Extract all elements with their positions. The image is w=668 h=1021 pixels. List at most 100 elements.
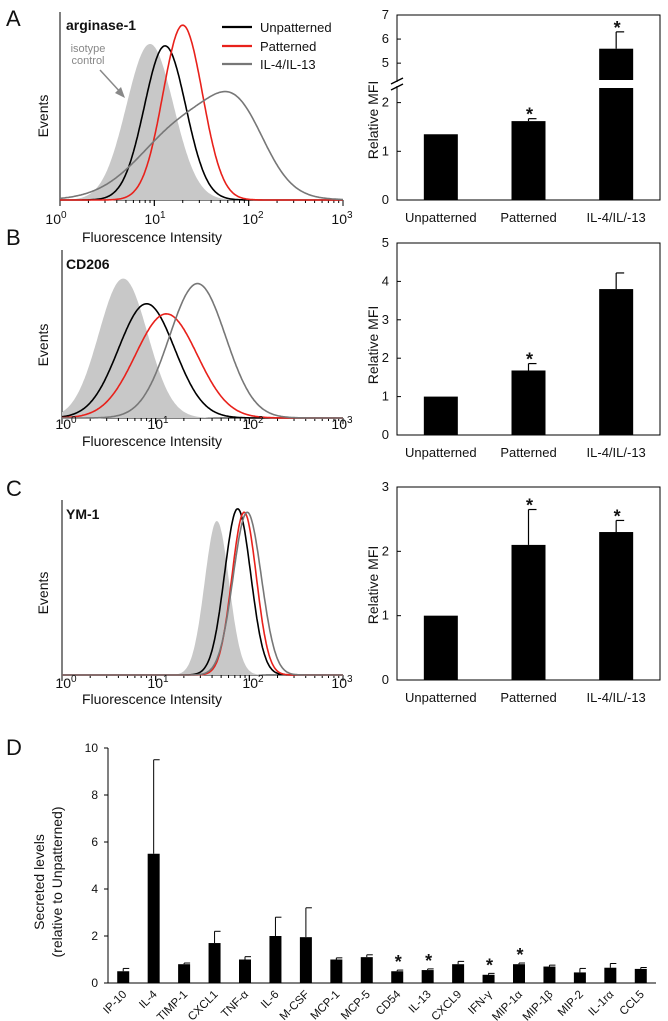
bar-ifn- bbox=[482, 974, 495, 983]
hist-xtick-a-1: 101 bbox=[144, 210, 166, 227]
bar-category-label: Unpatterned bbox=[405, 210, 477, 225]
hist-ylabel-b: Events bbox=[35, 324, 51, 367]
svg-text:100: 100 bbox=[55, 415, 77, 432]
bar-ytick-label: 3 bbox=[382, 479, 389, 494]
histogram-il-4-il-13 bbox=[59, 90, 343, 201]
bar-il-6 bbox=[269, 936, 282, 983]
isotype-histogram bbox=[62, 521, 343, 675]
hist-xtick-c-2: 102 bbox=[242, 674, 264, 691]
bar-category-label: Unpatterned bbox=[405, 445, 477, 460]
bar-patterned bbox=[511, 370, 546, 435]
bar-patterned bbox=[511, 544, 546, 680]
histogram-patterned bbox=[60, 24, 343, 201]
hist-xtick-a-0: 100 bbox=[45, 210, 67, 227]
d-ytick-label: 8 bbox=[91, 788, 98, 802]
bar-ytick-label: 1 bbox=[382, 143, 389, 158]
bar-ytick-label: 2 bbox=[382, 543, 389, 558]
legend-label-unpatterned: Unpatterned bbox=[260, 20, 332, 35]
isotype-arrowhead bbox=[115, 87, 125, 98]
d-category-label: CD54 bbox=[374, 988, 404, 1018]
d-category-label: MIP-2 bbox=[556, 989, 586, 1019]
svg-text:102: 102 bbox=[242, 674, 264, 691]
marker-title-arginase-1: arginase-1 bbox=[66, 17, 136, 33]
histogram-cd206 bbox=[61, 250, 344, 424]
significance-star: * bbox=[516, 945, 523, 965]
hist-ylabel-a: Events bbox=[35, 95, 51, 138]
bar-il-4-il-13 bbox=[599, 289, 634, 435]
panel-letter-d: D bbox=[6, 735, 22, 760]
bar-patterned bbox=[511, 121, 546, 200]
d-category-label: IFN-γ bbox=[466, 988, 495, 1017]
d-category-label: CXCL1 bbox=[186, 989, 221, 1021]
bar-ytick-label: 1 bbox=[382, 608, 389, 623]
hist-ylabel-c: Events bbox=[35, 572, 51, 615]
svg-text:103: 103 bbox=[331, 415, 353, 432]
bar-ylabel-d-line2: (relative to Unpatterned) bbox=[49, 807, 65, 958]
isotype-label-line2: control bbox=[71, 55, 104, 67]
d-category-label: TIMP-1 bbox=[155, 989, 190, 1021]
bar-il-1r- bbox=[604, 967, 617, 983]
axis-break-gap bbox=[391, 82, 403, 86]
histogram-il-4-il-13 bbox=[62, 282, 343, 419]
bar-cxcl1 bbox=[208, 943, 221, 983]
d-ytick-label: 2 bbox=[91, 929, 98, 943]
bar-ytick-label: 2 bbox=[382, 350, 389, 365]
bar-il-4-il-13 bbox=[599, 532, 634, 680]
bar-ytick-label: 0 bbox=[382, 192, 389, 207]
d-category-label: MCP-1 bbox=[309, 989, 343, 1021]
bar-ip-10 bbox=[117, 971, 130, 983]
bar-ytick-label: 2 bbox=[382, 95, 389, 110]
histogram-il-4-il-13 bbox=[62, 511, 343, 676]
svg-text:101: 101 bbox=[147, 415, 169, 432]
bar-ytick-label: 0 bbox=[382, 427, 389, 442]
d-category-label: MIP-1α bbox=[490, 988, 525, 1021]
hist-xtick-b-3: 103 bbox=[331, 415, 353, 432]
bar-timp-1 bbox=[178, 964, 191, 983]
panel-letter-a: A bbox=[6, 6, 21, 31]
histogram-ym-1 bbox=[61, 500, 344, 681]
bar-il-4-il-13 bbox=[599, 88, 634, 200]
bar-mcp-5 bbox=[360, 957, 373, 983]
legend: Unpatterned Patterned IL-4/IL-13 bbox=[222, 20, 332, 72]
hist-xtick-b-2: 102 bbox=[242, 415, 264, 432]
bar-mcp-1 bbox=[330, 959, 343, 983]
legend-label-patterned: Patterned bbox=[260, 39, 316, 54]
d-category-label: M-CSF bbox=[278, 989, 312, 1021]
bar-m-csf bbox=[299, 937, 312, 983]
bar-mip-1- bbox=[543, 966, 556, 983]
d-ytick-label: 4 bbox=[91, 882, 98, 896]
marker-title-ym-1: YM-1 bbox=[66, 506, 100, 522]
bar-il-13 bbox=[421, 970, 434, 983]
hist-xlabel-c: Fluorescence Intensity bbox=[82, 691, 222, 707]
bar-mip-1- bbox=[513, 964, 525, 983]
svg-text:100: 100 bbox=[55, 674, 77, 691]
bar-category-label: IL-4/IL/-13 bbox=[587, 210, 646, 225]
axis-break-mark bbox=[390, 83, 404, 91]
significance-star: * bbox=[526, 350, 533, 370]
bar-chart-ym-1: 0 1 2 3 Unpatterned * Patterned * IL-4/IL/-13 bbox=[382, 479, 661, 705]
hist-xlabel-a: Fluorescence Intensity bbox=[82, 229, 222, 245]
bar-category-label: Patterned bbox=[500, 210, 556, 225]
d-category-label: IL-13 bbox=[407, 989, 434, 1016]
significance-star: * bbox=[614, 18, 621, 38]
bar-category-label: IL-4/IL/-13 bbox=[587, 690, 646, 705]
svg-text:100: 100 bbox=[45, 210, 67, 227]
d-category-label: CXCL9 bbox=[430, 989, 465, 1021]
bar-tnf- bbox=[239, 959, 251, 983]
significance-star: * bbox=[526, 105, 533, 125]
hist-xtick-c-1: 101 bbox=[147, 674, 169, 691]
significance-star: * bbox=[395, 952, 402, 972]
bar-chart-arginase-1: 0 1 2 5 6 7 Unpatterned * Patterned * IL-4/IL/-13 bbox=[382, 7, 661, 225]
significance-star: * bbox=[486, 955, 493, 975]
histogram-arginase-1 bbox=[59, 12, 344, 206]
svg-text:102: 102 bbox=[242, 415, 264, 432]
hist-xtick-c-3: 103 bbox=[331, 674, 353, 691]
marker-title-cd206: CD206 bbox=[66, 256, 110, 272]
bar-chart-cd206: 0 1 2 3 4 5 Unpatterned * Patterned IL-4/IL/-13 bbox=[382, 235, 661, 460]
bar-unpatterned bbox=[423, 396, 458, 435]
hist-xtick-b-0: 100 bbox=[55, 415, 77, 432]
d-category-label: MCP-5 bbox=[339, 989, 373, 1021]
panel-letter-b: B bbox=[6, 225, 21, 250]
bar-ccl5 bbox=[634, 968, 647, 983]
